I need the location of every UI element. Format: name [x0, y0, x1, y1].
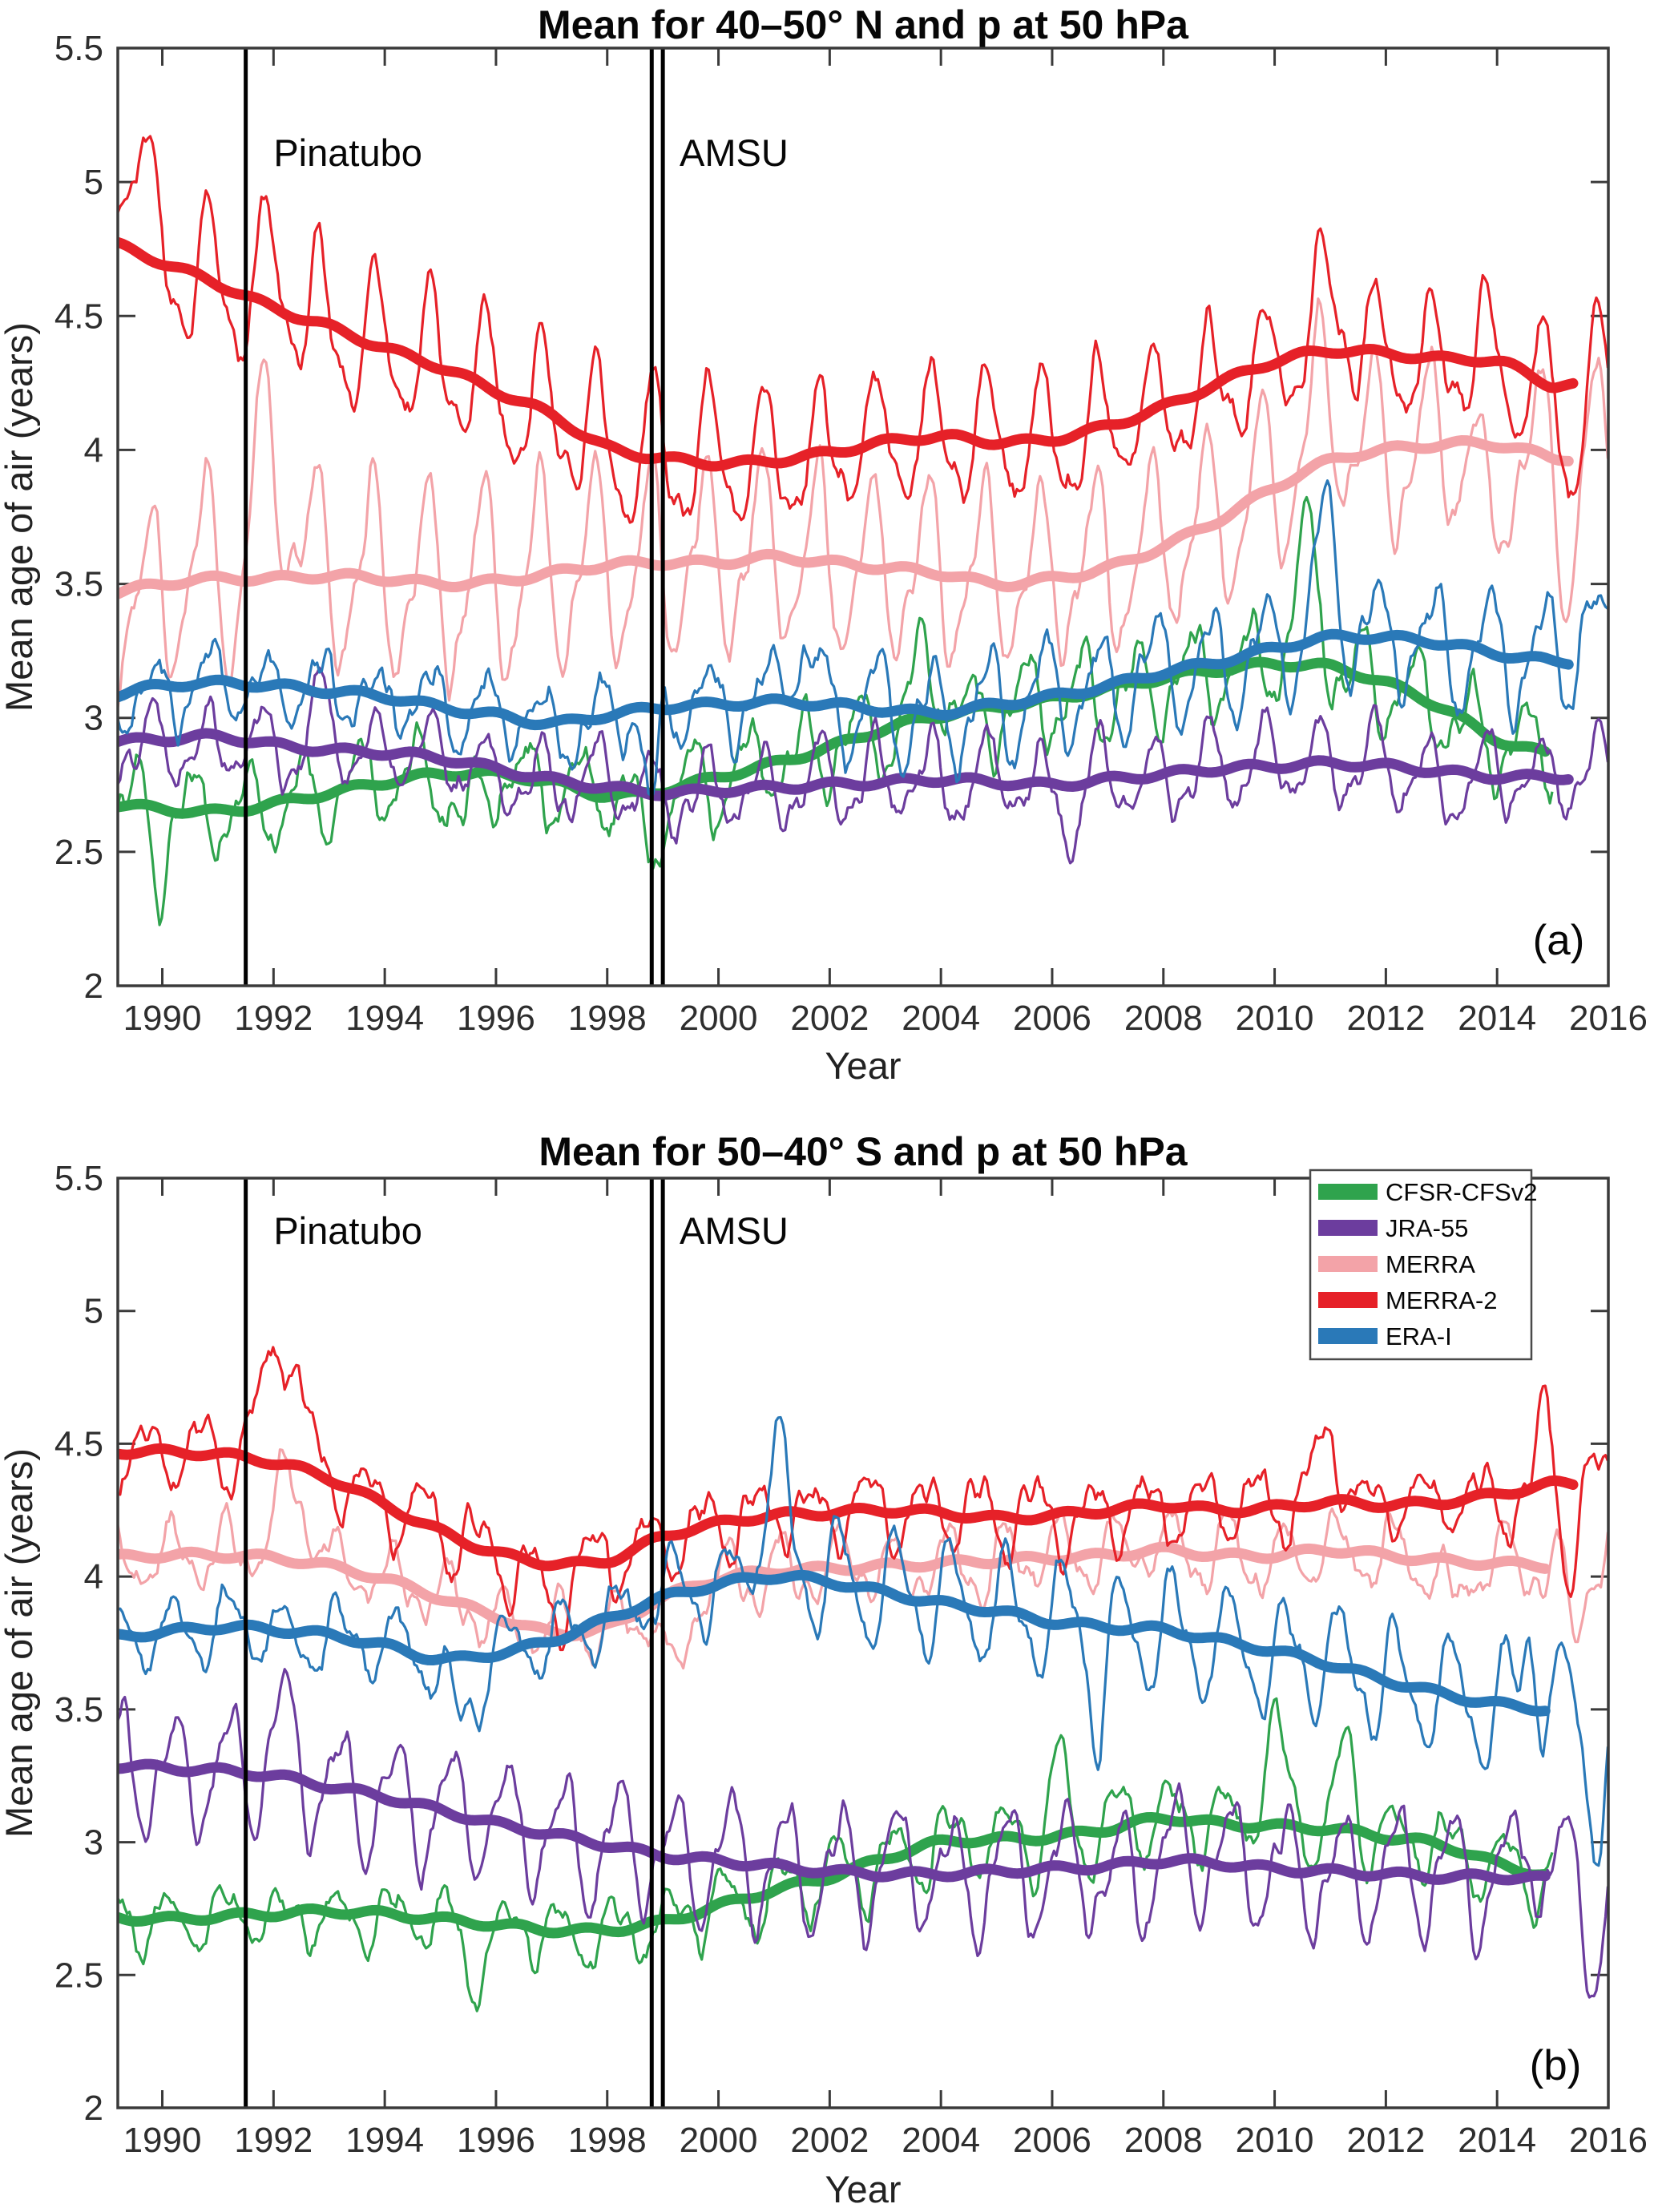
- x-axis-tick-label: 2010: [1236, 2121, 1314, 2160]
- x-axis-tick-label: 2006: [1013, 2121, 1091, 2160]
- x-axis-tick-label: 1998: [568, 2121, 647, 2160]
- y-axis-tick-label: 2.5: [54, 833, 103, 872]
- series-ERA-I-thin-line: [118, 1415, 1608, 1867]
- y-axis-tick-label: 4.5: [54, 1424, 103, 1463]
- x-axis-tick-label: 2012: [1346, 2121, 1425, 2160]
- y-axis-tick-label: 3.5: [54, 565, 103, 604]
- x-axis-tick-label: 2016: [1569, 999, 1648, 1038]
- y-axis-tick-label: 3: [84, 1823, 103, 1863]
- x-axis-tick-label: 2002: [790, 999, 869, 1038]
- panel-b-frame: [116, 1177, 1610, 2109]
- x-axis-tick-label: 1996: [457, 2121, 535, 2160]
- x-axis-tick-label: 2000: [680, 2121, 758, 2160]
- x-axis-tick-label: 1992: [234, 2121, 313, 2160]
- series-JRA-55-thick-line: [118, 728, 1574, 801]
- series-CFSR-CFSv2-thick-line: [118, 1812, 1551, 1939]
- x-axis-tick-label: 2006: [1013, 999, 1091, 1038]
- legend-label-MERRA-2: MERRA-2: [1386, 1286, 1498, 1314]
- y-axis-tick-label: 3: [84, 699, 103, 738]
- series-MERRA-thin-line: [118, 297, 1608, 708]
- series-JRA-55-thin-line: [118, 1668, 1608, 1999]
- y-axis-tick-label: 2: [84, 967, 103, 1006]
- x-axis-tick-label: 1998: [568, 999, 647, 1038]
- panel-a-ylabel: Mean age of air (years): [0, 322, 40, 712]
- series-ERA-I-thick-line: [118, 1569, 1551, 1717]
- pinatubo-event-label: Pinatubo: [273, 131, 422, 174]
- x-axis-tick-label: 2014: [1458, 2121, 1536, 2160]
- y-axis-tick-label: 4: [84, 430, 103, 470]
- x-axis-tick-label: 1992: [234, 999, 313, 1038]
- x-axis-tick-label: 2008: [1124, 999, 1203, 1038]
- y-axis-tick-label: 5.5: [54, 1159, 103, 1198]
- x-axis-tick-label: 1994: [345, 2121, 424, 2160]
- panel-b-label: (b): [1530, 2042, 1582, 2089]
- panel-b-title: Mean for 50–40° S and p at 50 hPa: [539, 1129, 1188, 1174]
- panel-a-title: Mean for 40–50° N and p at 50 hPa: [538, 2, 1189, 47]
- x-axis-tick-label: 2016: [1569, 2121, 1648, 2160]
- y-axis-tick-label: 4: [84, 1557, 103, 1596]
- series-ERA-I-thick-line: [118, 628, 1574, 731]
- x-axis-tick-label: 2012: [1346, 999, 1425, 1038]
- legend-label-JRA-55: JRA-55: [1386, 1214, 1468, 1242]
- x-axis-tick-label: 2008: [1124, 2121, 1203, 2160]
- panel-b: 1990 1992 1994 1996 1998 2000 2002 2004 2006 2008…: [0, 1129, 1648, 2210]
- panel-a: 1990 1992 1994 1996 1998 2000 2002 2004 2006 2008…: [0, 2, 1648, 1087]
- y-axis-tick-label: 2.5: [54, 1956, 103, 1995]
- x-axis-tick-label: 1994: [345, 999, 424, 1038]
- panel-a-frame: [116, 46, 1610, 987]
- legend-label-ERA-I: ERA-I: [1386, 1322, 1452, 1350]
- series-MERRA-2-thick-line: [118, 1443, 1579, 1572]
- series-MERRA-thin-line: [118, 1448, 1608, 1670]
- pinatubo-event-label: Pinatubo: [273, 1209, 422, 1252]
- x-axis-tick-label: 2002: [790, 2121, 869, 2160]
- legend-label-CFSR-CFSv2: CFSR-CFSv2: [1386, 1178, 1537, 1206]
- panel-a-label: (a): [1533, 917, 1585, 964]
- legend: CFSR-CFSv2 JRA-55 MERRA MERRA-2 ERA-I: [1309, 1169, 1537, 1361]
- series-MERRA-thick-line: [118, 435, 1574, 599]
- series-MERRA-thick-line: [118, 1541, 1551, 1641]
- x-axis-tick-label: 1996: [457, 999, 535, 1038]
- panel-b-xlabel: Year: [825, 2168, 902, 2210]
- series-JRA-55-thick-line: [118, 1758, 1551, 1886]
- x-axis-tick-label: 1990: [123, 999, 202, 1038]
- y-axis-tick-label: 4.5: [54, 297, 103, 336]
- amsu-event-label: AMSU: [680, 131, 789, 174]
- x-axis-tick-label: 1990: [123, 2121, 202, 2160]
- x-axis-tick-label: 2000: [680, 999, 758, 1038]
- y-axis-tick-label: 5: [84, 163, 103, 202]
- series-MERRA-2-thin-line: [118, 135, 1608, 524]
- x-axis-tick-label: 2004: [902, 999, 980, 1038]
- y-axis-tick-label: 5.5: [54, 29, 103, 68]
- series-CFSR-CFSv2-thick-line: [118, 656, 1551, 819]
- y-axis-tick-label: 5: [84, 1292, 103, 1331]
- panel-b-ylabel: Mean age of air (years): [0, 1448, 40, 1838]
- legend-label-MERRA: MERRA: [1386, 1250, 1475, 1278]
- x-axis-tick-label: 2014: [1458, 999, 1536, 1038]
- series-MERRA-2-thick-line: [118, 236, 1579, 472]
- amsu-event-label: AMSU: [680, 1209, 789, 1252]
- x-axis-tick-label: 2004: [902, 2121, 980, 2160]
- series-MERRA-2-thin-line: [118, 1346, 1608, 1652]
- x-axis-tick-label: 2010: [1236, 999, 1314, 1038]
- panel-a-xlabel: Year: [825, 1044, 902, 1087]
- y-axis-tick-label: 2: [84, 2089, 103, 2128]
- y-axis-tick-label: 3.5: [54, 1690, 103, 1730]
- series-group: [118, 135, 1608, 926]
- series-group: [118, 1346, 1608, 2012]
